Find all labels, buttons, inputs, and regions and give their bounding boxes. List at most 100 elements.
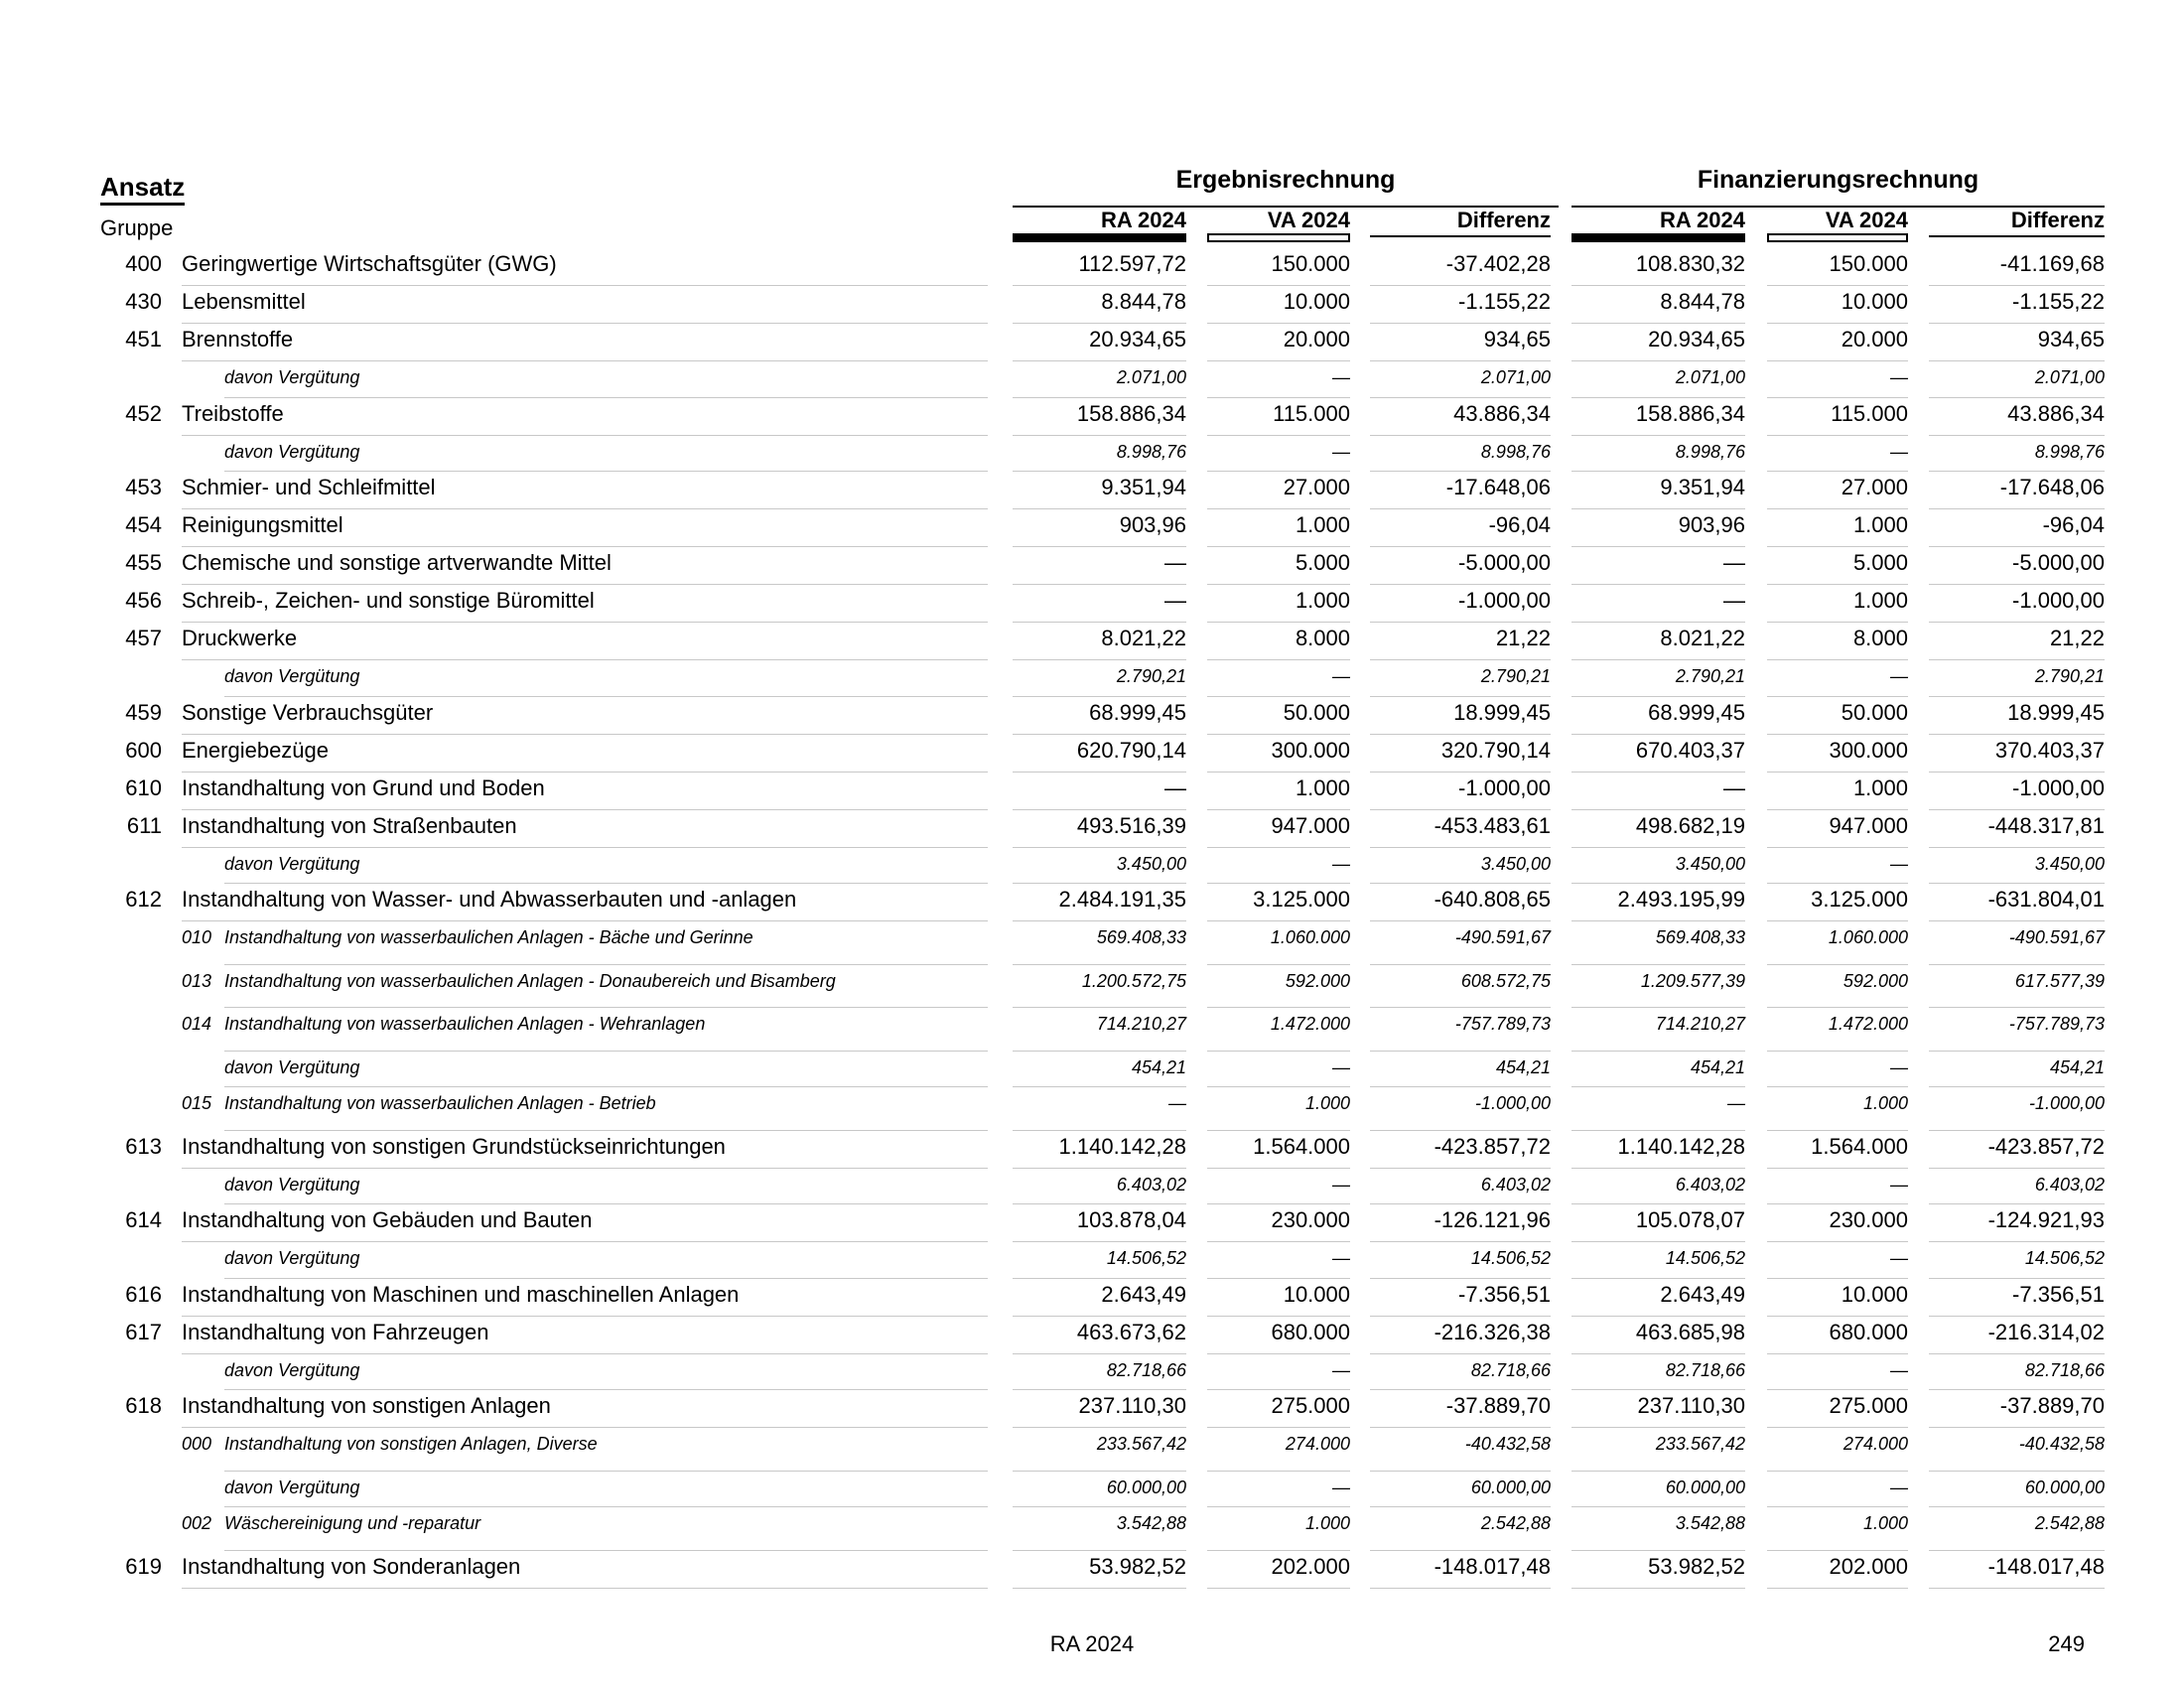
row-rule <box>1370 808 1551 810</box>
row-value: 202.000 <box>1271 1553 1350 1579</box>
row-code: 456 <box>125 588 162 613</box>
row-rule <box>1767 963 1908 965</box>
row-label: Schreib-, Zeichen- und sonstige Büromitt… <box>182 588 595 613</box>
row-label: Schmier- und Schleifmittel <box>182 475 436 499</box>
row-rule <box>1370 1587 1551 1589</box>
row-rule <box>1370 1203 1551 1204</box>
row-value: 60.000,00 <box>1106 1477 1186 1497</box>
row-rule <box>1767 883 1908 884</box>
row-rule <box>1929 771 2105 773</box>
row-rule <box>1207 323 1350 324</box>
row-rule <box>1929 360 2105 361</box>
row-value: 20.934,65 <box>1089 327 1186 352</box>
row-rule <box>1207 1167 1350 1169</box>
row-rule <box>1370 1007 1551 1008</box>
row-value: 10.000 <box>1283 289 1350 314</box>
col-header-ra-ergebnis: RA 2024 <box>1100 208 1186 232</box>
row-rule <box>1929 1129 2105 1131</box>
row-value: — <box>1332 1477 1350 1497</box>
row-rule <box>1013 1549 1186 1551</box>
row-label: Instandhaltung von Fahrzeugen <box>182 1319 489 1344</box>
row-rule <box>1767 1007 1908 1008</box>
row-value: 2.071,00 <box>1480 367 1551 387</box>
row-rule <box>224 1007 988 1008</box>
row-value: 300.000 <box>1271 737 1350 763</box>
row-value: 5.000 <box>1852 550 1908 575</box>
row-rule <box>1767 659 1908 660</box>
row-rule <box>1929 963 2105 965</box>
row-rule <box>1929 659 2105 660</box>
row-value: 8.021,22 <box>1101 626 1186 650</box>
row-value: 68.999,45 <box>1648 699 1745 725</box>
row-rule <box>1767 695 1908 697</box>
row-value: 9.351,94 <box>1101 475 1186 499</box>
table-row: davon Vergütung 2.071,00 — 2.071,00 2.071,00… <box>0 364 2184 401</box>
row-label: davon Vergütung <box>224 1174 360 1195</box>
row-value: 150.000 <box>1271 251 1350 276</box>
row-value: 233.567,42 <box>1096 1434 1186 1454</box>
row-value: — <box>1890 1174 1908 1195</box>
row-value: 43.886,34 <box>2007 400 2105 426</box>
row-label: Instandhaltung von sonstigen Grundstücks… <box>182 1133 726 1159</box>
table-row: davon Vergütung 2.790,21 — 2.790,21 2.790,21… <box>0 663 2184 700</box>
row-rule <box>1207 508 1350 509</box>
row-value: 617.577,39 <box>2014 970 2105 991</box>
row-rule <box>1370 434 1551 436</box>
row-value: -423.857,72 <box>1433 1133 1551 1159</box>
row-rule <box>1929 1389 2105 1390</box>
row-rule <box>1571 920 1745 921</box>
row-value: -757.789,73 <box>1454 1014 1551 1034</box>
row-rule <box>1207 846 1350 848</box>
row-rule <box>1571 1315 1745 1317</box>
row-rule <box>1207 1470 1350 1472</box>
table-row: 619 Instandhaltung von Sonderanlagen 53.98… <box>0 1554 2184 1592</box>
row-rule <box>1571 584 1745 585</box>
table-row: 014 Instandhaltung von wasserbaulichen An… <box>0 1011 2184 1055</box>
row-rule <box>1929 846 2105 848</box>
row-value: 115.000 <box>1831 400 1908 426</box>
row-value: 274.000 <box>1843 1434 1908 1454</box>
row-value: 1.140.142,28 <box>1617 1133 1745 1159</box>
row-value: 53.982,52 <box>1648 1553 1745 1579</box>
row-rule <box>1207 1352 1350 1354</box>
row-label: Instandhaltung von wasserbaulichen Anlag… <box>224 970 836 991</box>
row-value: -423.857,72 <box>1987 1133 2105 1159</box>
section-rule-ergebnis <box>1013 206 1559 208</box>
row-value: 8.998,76 <box>2034 441 2105 462</box>
row-value: 82.718,66 <box>1106 1359 1186 1380</box>
row-rule <box>1370 1086 1551 1087</box>
row-value: 158.886,34 <box>1076 400 1186 426</box>
row-rule <box>182 1427 988 1428</box>
row-rule <box>182 546 988 547</box>
table-row: 430 Lebensmittel 8.844,78 10.000 -1.155,22 8.… <box>0 289 2184 327</box>
row-value: 8.000 <box>1295 626 1350 650</box>
row-value: -124.921,93 <box>1987 1207 2105 1232</box>
row-value: 20.000 <box>1841 327 1908 352</box>
row-label: Geringwertige Wirtschaftsgüter (GWG) <box>182 251 557 276</box>
row-value: 158.886,34 <box>1635 400 1745 426</box>
row-value: 592.000 <box>1285 970 1350 991</box>
row-value: 300.000 <box>1829 737 1908 763</box>
table-row: 451 Brennstoffe 20.934,65 20.000 934,65 20.93… <box>0 327 2184 364</box>
row-code: 400 <box>125 251 162 276</box>
row-value: 8.998,76 <box>1480 441 1551 462</box>
row-value: -453.483,61 <box>1433 812 1551 838</box>
row-value: 3.450,00 <box>1480 853 1551 874</box>
row-rule <box>1767 546 1908 547</box>
row-rule <box>1013 963 1186 965</box>
table-row: 453 Schmier- und Schleifmittel 9.351,94 27.… <box>0 475 2184 512</box>
table-row: 002 Wäschereinigung und -reparatur 3.542,8… <box>0 1510 2184 1554</box>
row-value: -126.121,96 <box>1433 1207 1551 1232</box>
row-rule <box>1207 622 1350 623</box>
row-rule <box>1767 733 1908 735</box>
row-value: — <box>1723 774 1745 800</box>
row-value: 6.403,02 <box>1480 1174 1551 1195</box>
page-number: 249 <box>2048 1631 2085 1656</box>
row-value: 21,22 <box>2049 626 2105 650</box>
row-code: 453 <box>125 475 162 499</box>
table-row: 013 Instandhaltung von wasserbaulichen An… <box>0 968 2184 1012</box>
row-value: 105.078,07 <box>1635 1207 1745 1232</box>
row-value: -7.356,51 <box>1458 1281 1551 1307</box>
row-label: davon Vergütung <box>224 441 360 462</box>
row-rule <box>1929 1315 2105 1317</box>
